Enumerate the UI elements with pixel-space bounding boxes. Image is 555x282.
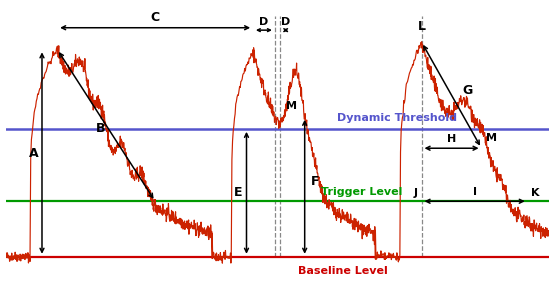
Text: A: A [28, 147, 38, 160]
Text: D: D [259, 17, 269, 27]
Text: E: E [234, 186, 242, 199]
Text: B: B [96, 122, 105, 135]
Text: H: H [447, 134, 456, 144]
Text: C: C [150, 11, 160, 24]
Text: J: J [413, 188, 417, 198]
Text: M: M [286, 101, 296, 111]
Text: I: I [473, 187, 477, 197]
Text: G: G [462, 84, 473, 97]
Text: L: L [417, 19, 426, 32]
Text: M: M [486, 133, 497, 144]
Text: D: D [281, 17, 290, 27]
Text: Trigger Level: Trigger Level [321, 187, 402, 197]
Text: F: F [311, 175, 320, 188]
Text: Baseline Level: Baseline Level [298, 266, 387, 276]
Text: K: K [531, 188, 539, 198]
Text: Dynamic Threshold: Dynamic Threshold [337, 113, 457, 123]
